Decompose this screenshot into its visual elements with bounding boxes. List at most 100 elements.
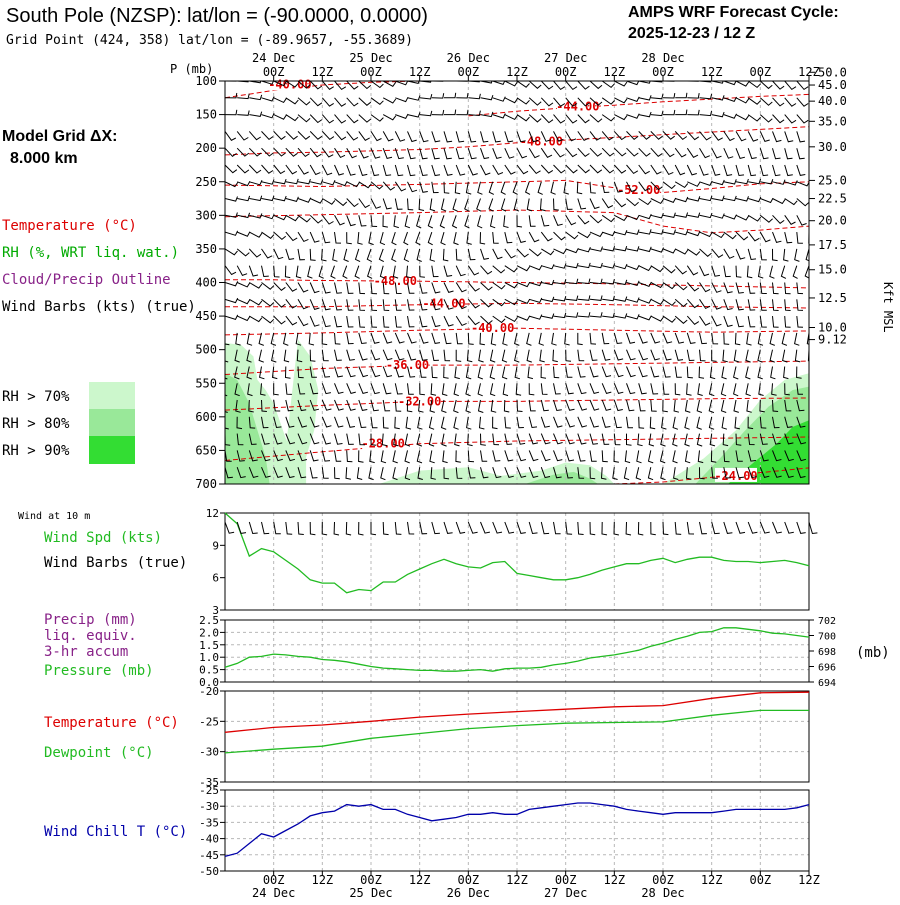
wind-barb xyxy=(358,114,372,123)
wind-barb xyxy=(638,164,650,175)
wind-barb xyxy=(589,278,603,285)
wind-barb xyxy=(796,81,809,91)
bottom-day-label: 24 Dec xyxy=(252,886,295,900)
wind-barb xyxy=(553,114,566,124)
value-tick-label: 0.0 xyxy=(199,676,219,689)
wind-barb xyxy=(334,399,344,411)
wind-barb xyxy=(747,131,759,142)
wind-barb xyxy=(467,131,477,143)
wind-barb xyxy=(614,230,628,236)
wind-barb xyxy=(394,316,402,328)
wind-barb xyxy=(235,332,241,346)
wind-barb xyxy=(735,450,743,462)
wind-barb xyxy=(721,416,728,430)
grid-point-subtitle: Grid Point (424, 358) lat/lon = (-89.965… xyxy=(6,33,413,48)
wind-barb-10m xyxy=(686,521,695,535)
wind-barb xyxy=(285,433,296,445)
wind-barb-10m xyxy=(516,521,526,534)
wind-barb xyxy=(796,198,809,207)
wind-barb xyxy=(492,450,501,462)
wind-barb xyxy=(687,212,701,218)
wind-barb xyxy=(334,416,344,428)
wind-barb xyxy=(419,315,428,328)
top-day-label: 28 Dec xyxy=(641,51,684,65)
wind-barb xyxy=(382,416,389,429)
wind-barb xyxy=(261,231,275,239)
wind-barb xyxy=(672,450,678,464)
wind-barb xyxy=(321,467,329,479)
bottom-time-tick: 12Z xyxy=(603,873,625,887)
bottom-time-tick: 00Z xyxy=(457,873,479,887)
wind-barb xyxy=(492,164,504,176)
rh-70-swatch xyxy=(89,382,135,409)
wind-barb xyxy=(237,212,251,219)
wind-barb xyxy=(273,416,282,429)
wind-barb xyxy=(796,483,798,484)
wind-barb xyxy=(808,232,809,244)
wind-barb xyxy=(318,265,324,279)
wind-barb xyxy=(451,215,458,229)
wind-barb xyxy=(662,265,676,274)
wind-barb xyxy=(735,81,750,87)
wind-barb xyxy=(711,282,722,293)
wind-barb xyxy=(382,131,394,142)
wind-barb xyxy=(553,215,563,226)
wind-barb xyxy=(650,93,664,100)
wind-barb xyxy=(602,278,615,285)
wind-barb xyxy=(394,164,404,177)
wind-barb xyxy=(516,467,527,478)
wind-barb xyxy=(662,315,676,323)
wind-barb xyxy=(480,81,493,84)
wind-barb xyxy=(225,81,237,82)
wind-barb xyxy=(261,248,273,259)
wind-barb xyxy=(501,366,508,380)
wind-barb-10m xyxy=(345,521,352,536)
wind-barb xyxy=(577,349,585,362)
wind-barb xyxy=(273,315,286,325)
wind-barb xyxy=(321,214,334,225)
wind-barb xyxy=(577,147,590,157)
wind-barb xyxy=(480,433,486,446)
wind-barb xyxy=(784,131,794,143)
wind-barb xyxy=(589,416,599,428)
top-time-tick: 12Z xyxy=(409,65,431,79)
wind-barb xyxy=(416,433,423,447)
wind-barb xyxy=(577,214,590,225)
value-tick-label: 6 xyxy=(212,572,219,585)
wind-barb xyxy=(565,164,578,174)
pressure-axis-label: 698 xyxy=(818,647,836,658)
wind-barb xyxy=(427,215,434,229)
wind-barb xyxy=(735,114,750,121)
wind-barb xyxy=(321,248,327,262)
wind-barb xyxy=(370,147,381,159)
wind-barb-10m xyxy=(480,521,490,534)
wind-barb xyxy=(528,131,539,143)
wind-barb xyxy=(589,97,603,106)
wind-barb xyxy=(723,332,730,345)
wind-barb xyxy=(614,81,628,87)
wind-barb xyxy=(528,416,538,429)
panel-frame xyxy=(224,690,810,783)
wind-barb xyxy=(600,467,607,480)
wind-barb xyxy=(307,265,313,279)
wind-barb xyxy=(553,450,563,462)
contour-label-bg xyxy=(386,357,429,372)
wind-barb xyxy=(772,316,779,328)
wind-barb xyxy=(283,349,290,363)
wind-barb xyxy=(346,198,359,208)
wind-barb-10m xyxy=(358,521,364,536)
wind-barb xyxy=(769,265,775,279)
wind-barb xyxy=(553,483,555,484)
wind-barb xyxy=(394,282,402,294)
wind-barb xyxy=(415,215,422,229)
wind-barb xyxy=(613,131,627,141)
wind-barb xyxy=(699,332,707,345)
wind-barb xyxy=(366,265,373,279)
legend-temperature: Temperature (°C) xyxy=(2,218,137,234)
wind-barb xyxy=(808,148,809,151)
wind-barb xyxy=(697,450,704,464)
wind-barb xyxy=(273,248,284,260)
wind-barb xyxy=(504,282,518,289)
wind-barb xyxy=(723,231,737,240)
wind-barb xyxy=(516,450,527,462)
